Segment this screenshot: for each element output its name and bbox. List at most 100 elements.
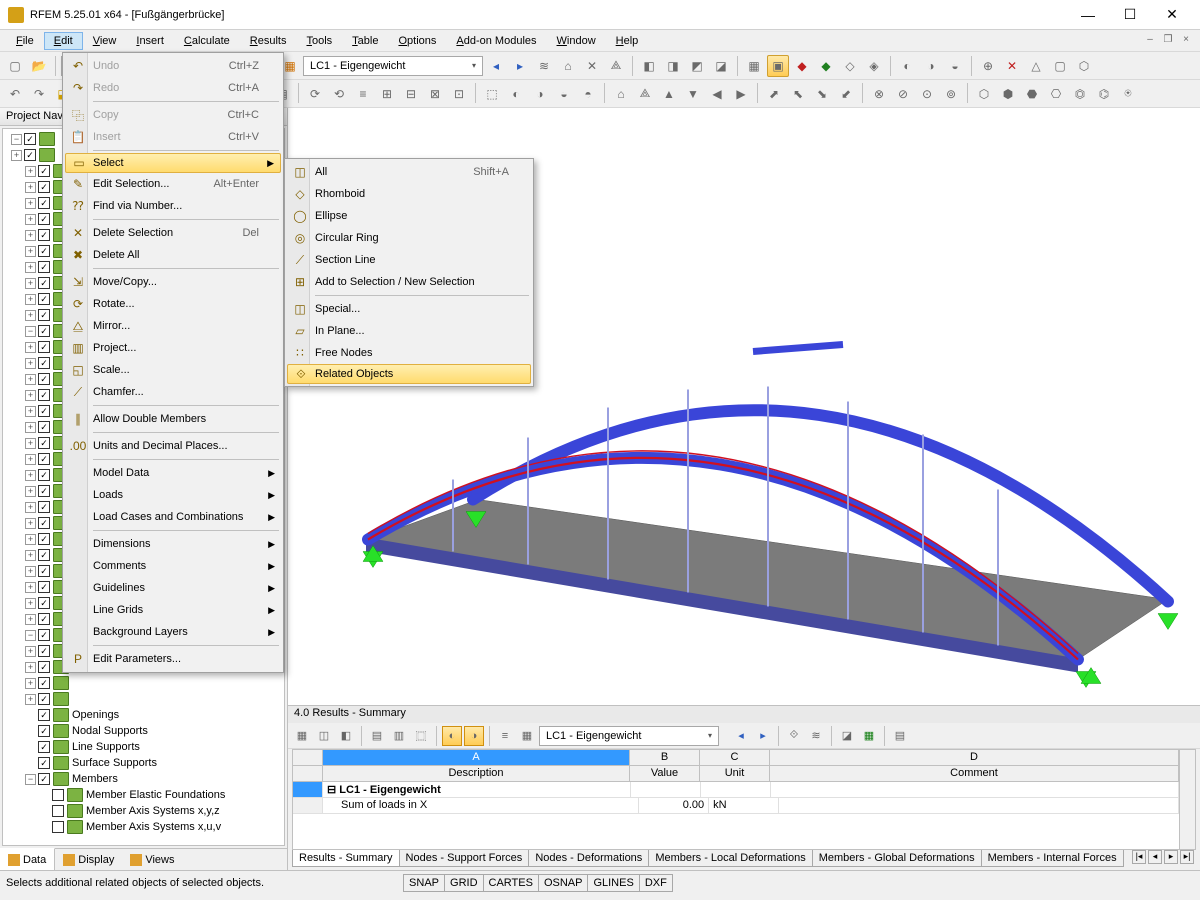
status-box-glines[interactable]: GLINES bbox=[587, 874, 639, 892]
tb-icon[interactable]: ◀ bbox=[706, 83, 728, 105]
results-tab-nodes-deformations[interactable]: Nodes - Deformations bbox=[528, 850, 649, 867]
tb-icon[interactable]: ◨ bbox=[662, 55, 684, 77]
res-tb-icon[interactable]: ◧ bbox=[336, 726, 356, 746]
res-tb-icon[interactable]: ◑ bbox=[464, 726, 484, 746]
tb-icon[interactable]: ◑ bbox=[920, 55, 942, 77]
menu-file[interactable]: File bbox=[6, 32, 44, 50]
menu-item-special-[interactable]: ◫Special... bbox=[287, 298, 531, 320]
status-box-snap[interactable]: SNAP bbox=[403, 874, 445, 892]
tb-icon[interactable]: ▣ bbox=[767, 55, 789, 77]
res-tb-icon[interactable]: ▦ bbox=[517, 726, 537, 746]
tb-icon[interactable]: ↶ bbox=[4, 83, 26, 105]
tb-icon[interactable]: ⊕ bbox=[977, 55, 999, 77]
menu-item-background-layers[interactable]: Background Layers▶ bbox=[65, 621, 281, 643]
tb-icon[interactable]: ≡ bbox=[352, 83, 374, 105]
menu-item-dimensions[interactable]: Dimensions▶ bbox=[65, 533, 281, 555]
menu-item-model-data[interactable]: Model Data▶ bbox=[65, 462, 281, 484]
results-tab-nodes-support-forces[interactable]: Nodes - Support Forces bbox=[399, 850, 530, 867]
tb-icon[interactable]: ◈ bbox=[863, 55, 885, 77]
results-tab-members-local-deformations[interactable]: Members - Local Deformations bbox=[648, 850, 812, 867]
menu-item-comments[interactable]: Comments▶ bbox=[65, 555, 281, 577]
tb-icon[interactable]: ▶ bbox=[730, 83, 752, 105]
tb-icon[interactable]: ⌂ bbox=[557, 55, 579, 77]
menu-tools[interactable]: Tools bbox=[296, 32, 342, 50]
tb-icon[interactable]: ◒ bbox=[944, 55, 966, 77]
tb-icon[interactable]: ◑ bbox=[529, 83, 551, 105]
res-prev-icon[interactable]: ◂ bbox=[731, 726, 751, 746]
tb-icon[interactable]: ◪ bbox=[710, 55, 732, 77]
loadcase-selector[interactable]: LC1 - Eigengewicht ▾ bbox=[303, 56, 483, 76]
menu-item-circular-ring[interactable]: ◎Circular Ring bbox=[287, 227, 531, 249]
tab-scroll-prev-icon[interactable]: ◂ bbox=[1148, 850, 1162, 864]
menu-add-on-modules[interactable]: Add-on Modules bbox=[446, 32, 546, 50]
res-tb-icon[interactable]: ▤ bbox=[890, 726, 910, 746]
tab-scroll-last-icon[interactable]: ▸| bbox=[1180, 850, 1194, 864]
menu-item-select[interactable]: ▭Select▶ bbox=[65, 153, 281, 173]
res-tb-icon[interactable]: ▤ bbox=[367, 726, 387, 746]
menu-insert[interactable]: Insert bbox=[126, 32, 174, 50]
open-icon[interactable]: 📂 bbox=[28, 55, 50, 77]
tb-icon[interactable]: ↷ bbox=[28, 83, 50, 105]
tree-row-surface-supports[interactable]: ✓Surface Supports bbox=[3, 755, 284, 771]
tb-icon[interactable]: ◓ bbox=[577, 83, 599, 105]
tb-icon[interactable]: ⌂ bbox=[610, 83, 632, 105]
tb-icon[interactable]: ◐ bbox=[505, 83, 527, 105]
menu-item-loads[interactable]: Loads▶ bbox=[65, 484, 281, 506]
menu-window[interactable]: Window bbox=[547, 32, 606, 50]
tab-scroll-next-icon[interactable]: ▸ bbox=[1164, 850, 1178, 864]
tab-scroll-first-icon[interactable]: |◂ bbox=[1132, 850, 1146, 864]
menu-item-delete-selection[interactable]: ✕Delete SelectionDel bbox=[65, 222, 281, 244]
tb-icon[interactable]: ⬡ bbox=[973, 83, 995, 105]
tb-icon[interactable]: ⊚ bbox=[940, 83, 962, 105]
menu-item-section-line[interactable]: ⟋Section Line bbox=[287, 249, 531, 271]
menu-item-rhomboid[interactable]: ◇Rhomboid bbox=[287, 183, 531, 205]
tb-icon[interactable]: ▦ bbox=[743, 55, 765, 77]
tb-icon[interactable]: ◧ bbox=[638, 55, 660, 77]
tb-icon[interactable]: ⬉ bbox=[787, 83, 809, 105]
menu-item-delete-all[interactable]: ✖Delete All bbox=[65, 244, 281, 266]
res-tb-icon[interactable]: ≋ bbox=[806, 726, 826, 746]
menu-options[interactable]: Options bbox=[388, 32, 446, 50]
tb-icon[interactable]: ⍟ bbox=[1117, 83, 1139, 105]
close-button[interactable]: ✕ bbox=[1152, 2, 1192, 27]
results-lc-selector[interactable]: LC1 - Eigengewicht▾ bbox=[539, 726, 719, 746]
tree-row[interactable]: +✓ bbox=[3, 691, 284, 707]
results-grid[interactable]: A B C D Description Value Unit Comment ⊟ bbox=[292, 749, 1196, 850]
tb-icon[interactable]: ⊗ bbox=[868, 83, 890, 105]
tb-icon[interactable]: ⊘ bbox=[892, 83, 914, 105]
tb-icon[interactable]: ◒ bbox=[553, 83, 575, 105]
res-tb-icon[interactable]: ◪ bbox=[837, 726, 857, 746]
menu-item-find-via-number-[interactable]: ⁇Find via Number... bbox=[65, 195, 281, 217]
tb-icon[interactable]: ⬊ bbox=[811, 83, 833, 105]
tb-icon[interactable]: ⊟ bbox=[400, 83, 422, 105]
tb-icon[interactable]: ⏣ bbox=[1069, 83, 1091, 105]
tb-icon[interactable]: ⬈ bbox=[763, 83, 785, 105]
tb-icon[interactable]: ⬣ bbox=[1021, 83, 1043, 105]
menu-item-in-plane-[interactable]: ▱In Plane... bbox=[287, 320, 531, 342]
tb-icon[interactable]: ⬋ bbox=[835, 83, 857, 105]
menu-view[interactable]: View bbox=[83, 32, 127, 50]
menu-item-rotate-[interactable]: ⟳Rotate... bbox=[65, 293, 281, 315]
tree-row[interactable]: +✓ bbox=[3, 675, 284, 691]
menu-item-mirror-[interactable]: ⧋Mirror... bbox=[65, 315, 281, 337]
menu-item-edit-parameters-[interactable]: PEdit Parameters... bbox=[65, 648, 281, 670]
menu-calculate[interactable]: Calculate bbox=[174, 32, 240, 50]
menu-item-all[interactable]: ◫AllShift+A bbox=[287, 161, 531, 183]
mdi-minimize-icon[interactable]: – bbox=[1142, 34, 1158, 48]
results-tab-results-summary[interactable]: Results - Summary bbox=[292, 850, 400, 867]
tb-icon[interactable]: ⊠ bbox=[424, 83, 446, 105]
tb-icon[interactable]: ⟲ bbox=[328, 83, 350, 105]
res-tb-icon[interactable]: ▥ bbox=[389, 726, 409, 746]
tree-row-members[interactable]: −✓Members bbox=[3, 771, 284, 787]
menu-edit[interactable]: Edit bbox=[44, 32, 83, 50]
status-box-osnap[interactable]: OSNAP bbox=[538, 874, 589, 892]
menu-item-chamfer-[interactable]: ⟋Chamfer... bbox=[65, 381, 281, 403]
tb-icon[interactable]: ⟁ bbox=[605, 55, 627, 77]
tree-row-nodal-supports[interactable]: ✓Nodal Supports bbox=[3, 723, 284, 739]
tb-icon[interactable]: ◐ bbox=[896, 55, 918, 77]
nav-tab-display[interactable]: Display bbox=[55, 849, 122, 870]
tb-icon[interactable]: ▢ bbox=[1049, 55, 1071, 77]
tb-icon[interactable]: ⊞ bbox=[376, 83, 398, 105]
mdi-close-icon[interactable]: × bbox=[1178, 34, 1194, 48]
menu-item-related-objects[interactable]: ⟐Related Objects bbox=[287, 364, 531, 384]
